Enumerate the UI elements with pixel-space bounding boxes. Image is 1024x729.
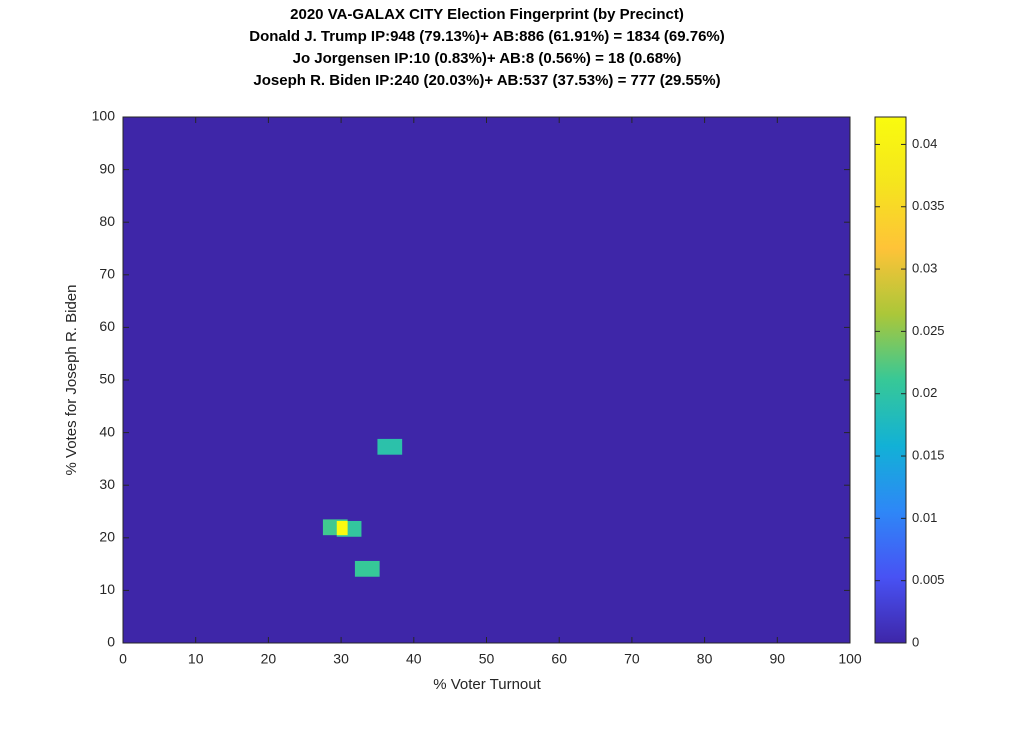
- x-tick-label: 100: [838, 651, 862, 667]
- y-tick-label: 80: [99, 213, 115, 229]
- y-tick-label: 10: [99, 581, 115, 597]
- colorbar: [874, 116, 907, 644]
- heat-cell: [377, 438, 403, 455]
- title-line: Jo Jorgensen IP:10 (0.83%)+ AB:8 (0.56%)…: [293, 50, 682, 67]
- colorbar-tick-label: 0.005: [912, 572, 945, 587]
- x-tick-label: 50: [479, 651, 495, 667]
- colorbar-tick-label: 0.04: [912, 136, 937, 151]
- y-tick-label: 60: [99, 318, 115, 334]
- y-tick-label: 90: [99, 160, 115, 176]
- y-tick-label: 20: [99, 529, 115, 545]
- title-line: 2020 VA-GALAX CITY Election Fingerprint …: [290, 6, 684, 23]
- colorbar-tick-label: 0.025: [912, 323, 945, 338]
- colorbar-tick-label: 0.035: [912, 198, 945, 213]
- x-tick-label: 20: [261, 651, 277, 667]
- title-line: Donald J. Trump IP:948 (79.13%)+ AB:886 …: [249, 28, 725, 45]
- x-tick-label: 40: [406, 651, 422, 667]
- y-tick-label: 70: [99, 266, 115, 282]
- y-tick-label: 100: [92, 108, 116, 124]
- x-axis-label: % Voter Turnout: [433, 676, 541, 693]
- y-tick-label: 0: [107, 634, 115, 650]
- x-tick-label: 30: [333, 651, 349, 667]
- colorbar-tick-label: 0.02: [912, 385, 937, 400]
- plot-area: [123, 117, 850, 643]
- title-line: Joseph R. Biden IP:240 (20.03%)+ AB:537 …: [253, 72, 720, 89]
- x-tick-label: 0: [119, 651, 127, 667]
- x-tick-label: 70: [624, 651, 640, 667]
- y-axis-label: % Votes for Joseph R. Biden: [63, 285, 80, 476]
- colorbar-tick-label: 0: [912, 634, 919, 649]
- colorbar-tick-label: 0.015: [912, 447, 945, 462]
- heat-overlap: [336, 520, 348, 536]
- x-tick-label: 90: [770, 651, 786, 667]
- colorbar-tick-label: 0.01: [912, 510, 937, 525]
- x-tick-label: 80: [697, 651, 713, 667]
- heat-cell: [354, 560, 380, 577]
- y-tick-label: 30: [99, 476, 115, 492]
- background: [123, 117, 850, 643]
- y-tick-label: 40: [99, 423, 115, 439]
- x-tick-label: 60: [551, 651, 567, 667]
- colorbar-tick-label: 0.03: [912, 261, 937, 276]
- y-tick-label: 50: [99, 371, 115, 387]
- x-tick-label: 10: [188, 651, 204, 667]
